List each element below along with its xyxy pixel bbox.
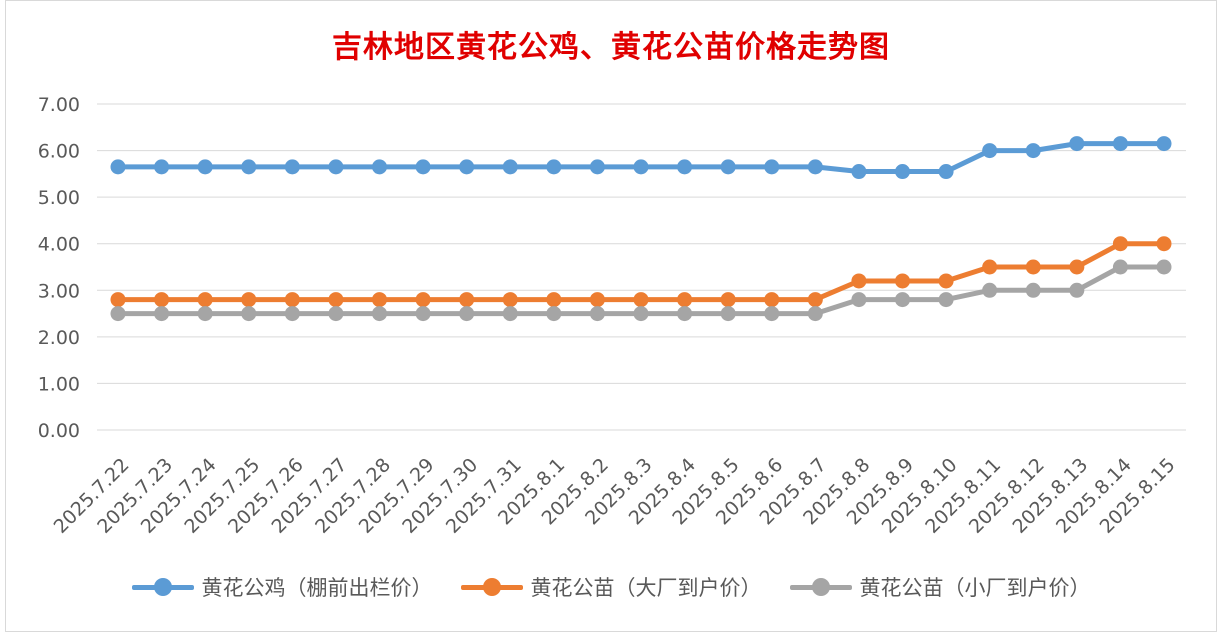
- y-tick-label: 5.00: [38, 187, 80, 209]
- series-0-point: [110, 159, 126, 175]
- series-0-point: [1069, 136, 1085, 152]
- series-1-point: [1156, 236, 1172, 252]
- series-2-point: [197, 306, 213, 322]
- series-0-point: [677, 159, 693, 175]
- y-tick-label: 6.00: [38, 141, 80, 163]
- series-0-point: [328, 159, 344, 175]
- y-tick-label: 7.00: [38, 94, 80, 116]
- series-0-point: [851, 164, 867, 180]
- legend-item-2: 黄花公苗（小厂到户价）: [789, 572, 1091, 602]
- series-1-point: [807, 292, 823, 308]
- series-1-point: [110, 292, 126, 308]
- series-2-point: [1069, 282, 1085, 298]
- y-tick-label: 0.00: [38, 420, 80, 442]
- series-2-point: [982, 282, 998, 298]
- legend-label-2: 黄花公苗（小厂到户价）: [859, 576, 1091, 600]
- series-0-point: [589, 159, 605, 175]
- series-1-point: [895, 273, 910, 289]
- series-1-point: [197, 292, 213, 308]
- series-1-point: [154, 292, 170, 308]
- legend-swatch-0: [131, 576, 194, 598]
- series-1-point: [851, 273, 867, 289]
- series-1-point: [982, 259, 998, 275]
- series-0-point: [197, 159, 213, 175]
- series-2-point: [851, 292, 867, 308]
- series-1-point: [502, 292, 518, 308]
- legend-item-0: 黄花公鸡（棚前出栏价）: [131, 572, 433, 602]
- chart-title: 吉林地区黄花公鸡、黄花公苗价格走势图: [332, 30, 890, 65]
- series-2-point: [677, 306, 693, 322]
- series-0-point: [415, 159, 431, 175]
- series-0-point: [459, 159, 475, 175]
- series-2-point: [764, 306, 780, 322]
- series-1-point: [415, 292, 431, 308]
- series-2-point: [633, 306, 649, 322]
- series-2-point: [589, 306, 605, 322]
- series-0-point: [372, 159, 387, 175]
- series-0-point: [154, 159, 170, 175]
- legend-label-0: 黄花公鸡（棚前出栏价）: [201, 576, 433, 600]
- series-2-point: [154, 306, 170, 322]
- y-tick-label: 4.00: [38, 234, 80, 256]
- series-2-point: [1025, 282, 1041, 298]
- series-2-point: [241, 306, 257, 322]
- series-1-point: [677, 292, 693, 308]
- series-2-point: [895, 292, 910, 308]
- series-0-point: [807, 159, 823, 175]
- series-1-point: [241, 292, 257, 308]
- y-tick-label: 1.00: [38, 373, 80, 395]
- series-1-point: [459, 292, 475, 308]
- series-0-point: [1156, 136, 1172, 152]
- series-1-point: [633, 292, 649, 308]
- legend-swatch-1: [460, 576, 523, 598]
- series-2-point: [110, 306, 126, 322]
- series-0-point: [546, 159, 562, 175]
- series-0-point: [764, 159, 780, 175]
- series-0-point: [720, 159, 736, 175]
- legend: 黄花公鸡（棚前出栏价） 黄花公苗（大厂到户价） 黄花公苗（小厂到户价）: [0, 572, 1222, 602]
- series-2-point: [938, 292, 954, 308]
- series-0-point: [1112, 136, 1128, 152]
- series-0-point: [633, 159, 649, 175]
- legend-item-1: 黄花公苗（大厂到户价）: [460, 572, 762, 602]
- series-0-point: [895, 164, 910, 180]
- series-1-point: [764, 292, 780, 308]
- series-0-point: [982, 143, 998, 159]
- series-2-point: [1156, 259, 1172, 275]
- series-1-point: [1069, 259, 1085, 275]
- series-0-point: [1025, 143, 1041, 159]
- series-1-point: [720, 292, 736, 308]
- series-0-point: [241, 159, 257, 175]
- series-2-point: [415, 306, 431, 322]
- legend-label-1: 黄花公苗（大厂到户价）: [530, 576, 762, 600]
- series-0-point: [938, 164, 954, 180]
- y-tick-label: 2.00: [38, 327, 80, 349]
- legend-swatch-2: [789, 576, 852, 598]
- series-0-point: [502, 159, 518, 175]
- series-2-point: [720, 306, 736, 322]
- series-2-point: [328, 306, 344, 322]
- series-2-point: [807, 306, 823, 322]
- y-tick-label: 3.00: [38, 280, 80, 302]
- series-0-point: [284, 159, 300, 175]
- series-2-point: [372, 306, 387, 322]
- series-2-point: [459, 306, 475, 322]
- series-2-point: [1112, 259, 1128, 275]
- series-1-point: [1025, 259, 1041, 275]
- series-1-point: [284, 292, 300, 308]
- series-1-point: [546, 292, 562, 308]
- series-1-point: [1112, 236, 1128, 252]
- series-2-point: [546, 306, 562, 322]
- series-1-point: [938, 273, 954, 289]
- series-1-point: [328, 292, 344, 308]
- series-1-point: [372, 292, 387, 308]
- series-1-point: [589, 292, 605, 308]
- series-2-point: [284, 306, 300, 322]
- series-2-point: [502, 306, 518, 322]
